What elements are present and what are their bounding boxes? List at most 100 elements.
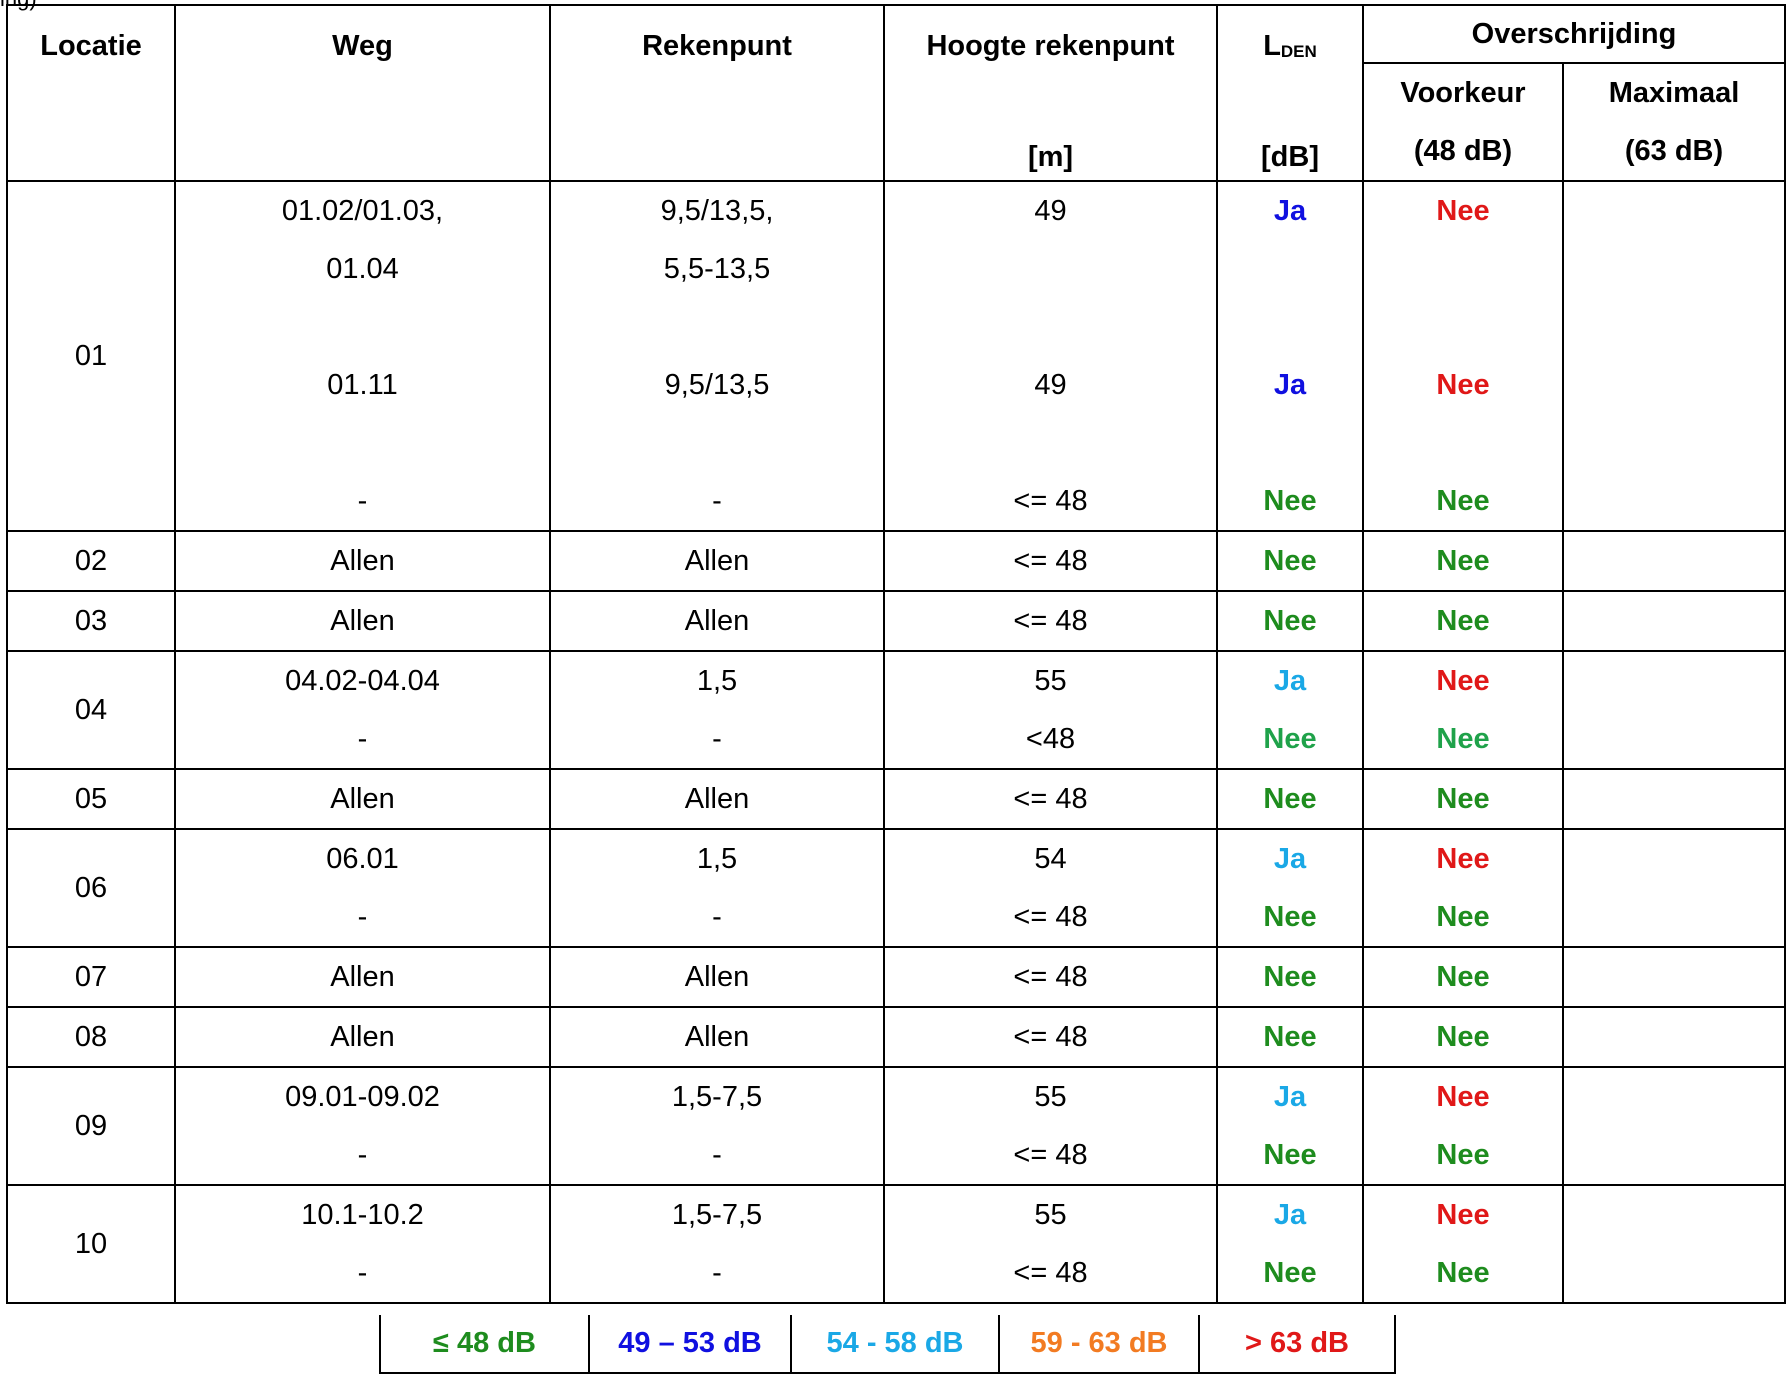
cell-weg: Allen: [174, 530, 551, 592]
cell-hoogte: 55 <= 48: [883, 1184, 1218, 1304]
cell-weg: Allen: [174, 590, 551, 652]
cell-rekenpunt: 9,5/13,5, 5,5-13,5 9,5/13,5 -: [549, 180, 885, 532]
cell-lden: Nee: [1216, 590, 1364, 652]
cell-rekenpunt: 1,5-7,5 -: [549, 1184, 885, 1304]
cell-lden-line: Nee: [1263, 545, 1317, 577]
header-lden-sub: DEN: [1280, 42, 1317, 61]
cell-rekenpunt-line: 1,5: [696, 843, 738, 875]
table-body: 01 01.02/01.03, 01.04 01.11 - 9,5/13,5, 5,5-13…: [6, 180, 1786, 1304]
cell-rekenpunt: Allen: [549, 590, 885, 652]
cell-maximaal-line: [1564, 1126, 1784, 1184]
cell-lden-line: Nee: [1263, 1139, 1317, 1171]
cell-weg-line: 04.02-04.04: [285, 665, 440, 697]
cell-hoogte-line: <= 48: [1013, 901, 1088, 933]
legend-item: > 63 dB: [1198, 1315, 1396, 1374]
cell-lden: Ja Nee: [1216, 828, 1364, 948]
cell-maximaal-line: [1564, 592, 1784, 650]
cell-lden-line: Ja: [1273, 369, 1307, 401]
table-row: 04 04.02-04.04 - 1,5 - 55 <48 Ja Nee Nee Nee: [6, 650, 1786, 770]
cell-hoogte-line: [885, 240, 1216, 298]
cell-lden-line: Nee: [1263, 783, 1317, 815]
cell-rekenpunt-line: Allen: [684, 1021, 750, 1053]
cell-maximaal: [1562, 768, 1786, 830]
cell-weg-line: -: [357, 1139, 368, 1171]
cell-maximaal: [1562, 1066, 1786, 1186]
cell-voorkeur: Nee Nee: [1362, 828, 1564, 948]
cell-voorkeur: Nee: [1362, 530, 1564, 592]
table-row: 05 Allen Allen <= 48 Nee Nee: [6, 768, 1786, 830]
cell-hoogte: 49 49 <= 48: [883, 180, 1218, 532]
cell-locatie: 01: [6, 180, 176, 532]
cell-hoogte-line: 55: [1034, 1081, 1067, 1113]
cell-rekenpunt-line: 1,5: [696, 665, 738, 697]
cell-weg: 09.01-09.02 -: [174, 1066, 551, 1186]
cell-lden-line: [1218, 298, 1362, 356]
cell-voorkeur-line: Nee: [1436, 1081, 1490, 1113]
table-row: 07 Allen Allen <= 48 Nee Nee: [6, 946, 1786, 1008]
cell-lden: Ja Nee: [1216, 1184, 1364, 1304]
cell-maximaal-line: [1564, 830, 1784, 888]
cell-hoogte: <= 48: [883, 768, 1218, 830]
cell-rekenpunt-line: Allen: [684, 961, 750, 993]
cell-voorkeur: Nee Nee: [1362, 1184, 1564, 1304]
cell-lden-line: Nee: [1263, 901, 1317, 933]
header-voorkeur-sub: (48 dB): [1413, 135, 1513, 167]
cell-weg-line: [176, 298, 549, 356]
cell-voorkeur-line: Nee: [1436, 1257, 1490, 1289]
cell-maximaal-line: [1564, 948, 1784, 1006]
cell-voorkeur-line: Nee: [1436, 195, 1490, 227]
cell-weg-line: 01.11: [327, 369, 398, 401]
cell-rekenpunt-line: Allen: [684, 545, 750, 577]
header-rekenpunt: Rekenpunt: [549, 4, 885, 182]
cell-weg-line: Allen: [330, 961, 395, 993]
cell-locatie: 02: [6, 530, 176, 592]
cell-voorkeur: Nee: [1362, 590, 1564, 652]
cell-lden: Ja Nee: [1216, 1066, 1364, 1186]
cell-maximaal-line: [1564, 298, 1784, 356]
cell-maximaal-line: [1564, 1068, 1784, 1126]
header-lden-main: L: [1263, 30, 1281, 62]
cell-weg: Allen: [174, 1006, 551, 1068]
cell-hoogte-line: [885, 298, 1216, 356]
cell-rekenpunt-line: 1,5-7,5: [671, 1081, 763, 1113]
cell-rekenpunt: 1,5 -: [549, 828, 885, 948]
cell-lden-line: [1218, 240, 1362, 298]
cell-voorkeur-line: Nee: [1436, 369, 1490, 401]
cell-weg-line: [176, 414, 549, 472]
legend-item: 54 - 58 dB: [790, 1315, 1000, 1374]
cell-maximaal-line: [1564, 240, 1784, 298]
cell-maximaal: [1562, 590, 1786, 652]
cell-maximaal: [1562, 946, 1786, 1008]
color-legend: ≤ 48 dB 49 – 53 dB 54 - 58 dB 59 - 63 dB > 6…: [379, 1315, 1396, 1374]
cell-maximaal: [1562, 650, 1786, 770]
cell-hoogte: 54 <= 48: [883, 828, 1218, 948]
cell-locatie: 10: [6, 1184, 176, 1304]
header-locatie: Locatie: [6, 4, 176, 182]
cell-voorkeur: Nee Nee: [1362, 650, 1564, 770]
cell-maximaal: [1562, 1006, 1786, 1068]
cell-weg: 10.1-10.2 -: [174, 1184, 551, 1304]
cell-hoogte-line: <48: [1025, 723, 1076, 755]
cell-voorkeur-line: Nee: [1436, 901, 1490, 933]
cell-locatie: 05: [6, 768, 176, 830]
cell-hoogte: <= 48: [883, 1006, 1218, 1068]
cell-lden: Nee: [1216, 530, 1364, 592]
cell-hoogte-line: <= 48: [1013, 1021, 1088, 1053]
cell-weg-line: 01.04: [326, 253, 399, 285]
cell-weg-line: Allen: [330, 1021, 395, 1053]
cell-maximaal-line: [1564, 710, 1784, 768]
cell-weg: 01.02/01.03, 01.04 01.11 -: [174, 180, 551, 532]
cell-voorkeur-line: Nee: [1436, 1139, 1490, 1171]
cell-weg-line: -: [357, 901, 368, 933]
header-hoogte-unit: [m]: [1027, 141, 1074, 173]
cell-locatie: 06: [6, 828, 176, 948]
cell-locatie: 08: [6, 1006, 176, 1068]
cell-maximaal-line: [1564, 652, 1784, 710]
cell-lden: Ja Nee: [1216, 650, 1364, 770]
table-row: 10 10.1-10.2 - 1,5-7,5 - 55 <= 48 Ja Nee Nee Nee: [6, 1184, 1786, 1304]
cell-weg-line: 10.1-10.2: [301, 1199, 424, 1231]
cell-voorkeur: Nee Nee Nee: [1362, 180, 1564, 532]
cell-maximaal: [1562, 180, 1786, 532]
cell-voorkeur: Nee: [1362, 946, 1564, 1008]
cell-voorkeur-line: [1364, 240, 1562, 298]
